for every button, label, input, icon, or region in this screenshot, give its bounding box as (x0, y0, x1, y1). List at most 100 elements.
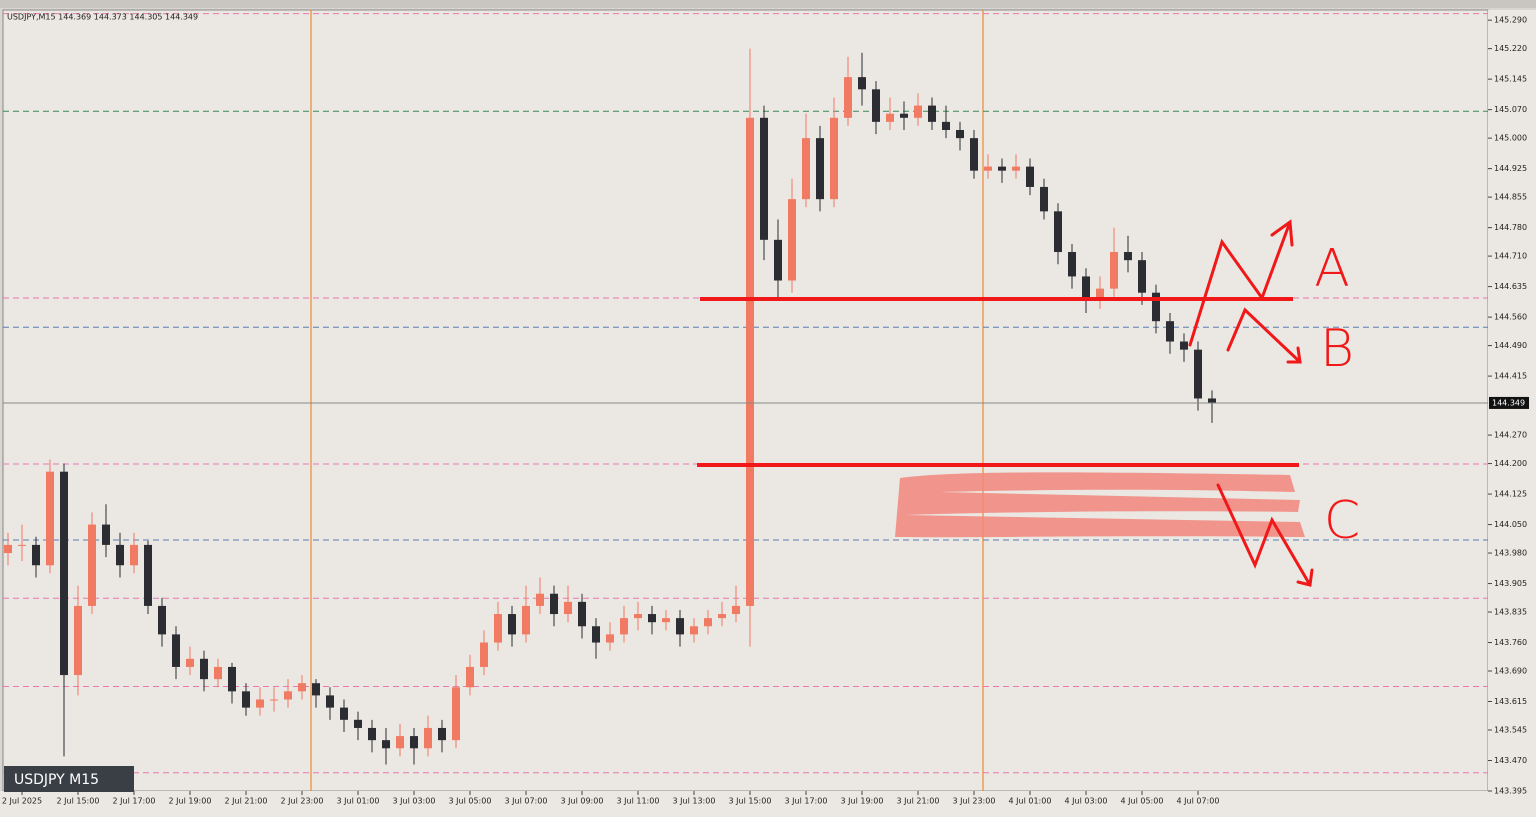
candle-body (662, 618, 670, 623)
candle-body (942, 121, 950, 130)
candle-body (676, 618, 684, 635)
candle-body (830, 117, 838, 200)
annotation: A (1314, 239, 1350, 299)
badge-bg (4, 766, 134, 792)
scenario-arrow (1216, 483, 1314, 587)
x-tick-label: 3 Jul 01:00 (337, 797, 380, 806)
candle-body (732, 605, 740, 615)
symbol-badge: USDJPY M15 (14, 772, 99, 788)
x-tick-label: 2 Jul 15:00 (57, 797, 100, 806)
candle-body (578, 601, 586, 627)
y-tick-label: 145.000 (1494, 134, 1527, 143)
x-tick-label: 2 Jul 21:00 (225, 797, 268, 806)
candle-body (4, 544, 12, 554)
candles (4, 48, 1216, 765)
candle-body (522, 605, 530, 635)
x-tick-label: 2 Jul 23:00 (281, 797, 324, 806)
x-tick-label: 3 Jul 11:00 (617, 797, 660, 806)
y-tick-label: 145.220 (1494, 44, 1527, 53)
y-tick-label: 144.635 (1494, 282, 1527, 291)
candle-body (886, 113, 894, 122)
candle-body (690, 626, 698, 635)
candle-body (326, 695, 334, 708)
y-tick-label: 143.760 (1494, 638, 1527, 647)
candle-body (1012, 166, 1020, 171)
y-tick-label: 145.070 (1494, 105, 1527, 114)
scenario-arrow (1188, 219, 1294, 347)
candle-body (46, 471, 54, 566)
x-tick-label: 4 Jul 07:00 (1177, 797, 1220, 806)
x-tick-label: 2 Jul 19:00 (169, 797, 212, 806)
candle-body (480, 642, 488, 667)
candle-body (214, 666, 222, 680)
candle-body (1054, 211, 1062, 253)
candle-body (900, 113, 908, 118)
candle-body (228, 666, 236, 692)
candle-body (494, 614, 502, 643)
candle-body (1194, 349, 1202, 399)
x-tick-label: 3 Jul 17:00 (785, 797, 828, 806)
y-tick-label: 143.905 (1494, 579, 1527, 588)
y-tick-label: 143.615 (1494, 697, 1527, 706)
x-tick-label: 3 Jul 15:00 (729, 797, 772, 806)
candle-body (648, 614, 656, 623)
candle-body (914, 105, 922, 118)
y-tick-label: 143.545 (1494, 725, 1527, 734)
candle-body (970, 138, 978, 171)
candle-body (788, 199, 796, 281)
y-tick-label: 144.270 (1494, 431, 1527, 440)
candle-body (1082, 276, 1090, 301)
candle-body (760, 117, 768, 240)
y-tick-label: 144.710 (1494, 252, 1527, 261)
candle-body (424, 727, 432, 749)
candle-body (340, 707, 348, 720)
x-tick-label: 2 Jul 2025 (2, 797, 42, 806)
price-box (1489, 396, 1529, 409)
candle-body (998, 166, 1006, 171)
y-tick-label: 143.980 (1494, 549, 1527, 558)
y-tick-label: 143.835 (1494, 608, 1527, 617)
x-tick-label: 3 Jul 09:00 (561, 797, 604, 806)
candle-body (1124, 252, 1132, 261)
candle-body (130, 544, 138, 566)
candle-body (984, 166, 992, 171)
candle-body (74, 605, 82, 676)
candle-body (956, 129, 964, 139)
candle-body (858, 77, 866, 90)
candle-body (1040, 186, 1048, 212)
annotation: C (1324, 491, 1360, 551)
plot-area (2, 9, 1489, 792)
candle-body (452, 687, 460, 741)
x-tick-label: 3 Jul 03:00 (393, 797, 436, 806)
candle-body (60, 471, 68, 676)
candle-body (172, 634, 180, 667)
time-axis (0, 791, 1536, 817)
price-label: 144.349 (1492, 398, 1525, 407)
annotation: B (1320, 319, 1354, 379)
candle-body (592, 626, 600, 643)
candle-body (550, 593, 558, 615)
x-tick-label: 3 Jul 23:00 (953, 797, 996, 806)
y-tick-label: 144.415 (1494, 372, 1527, 381)
candle-body (368, 727, 376, 741)
y-tick-label: 143.395 (1494, 787, 1527, 796)
candle-body (158, 605, 166, 635)
candle-body (284, 691, 292, 700)
x-tick-label: 3 Jul 21:00 (897, 797, 940, 806)
candle-body (704, 618, 712, 627)
candle-body (396, 736, 404, 749)
y-tick-label: 143.470 (1494, 756, 1527, 765)
candle-body (256, 699, 264, 708)
candle-body (1026, 166, 1034, 187)
candle-body (116, 544, 124, 566)
candle-body (1166, 321, 1174, 342)
candle-body (774, 239, 782, 281)
highlight-zone (895, 472, 1305, 538)
candle-body (1110, 252, 1118, 289)
candle-body (242, 691, 250, 708)
candle-body (88, 524, 96, 606)
y-tick-label: 145.290 (1494, 16, 1527, 25)
candle-body (508, 614, 516, 635)
x-tick-label: 4 Jul 05:00 (1121, 797, 1164, 806)
candle-body (32, 544, 40, 566)
